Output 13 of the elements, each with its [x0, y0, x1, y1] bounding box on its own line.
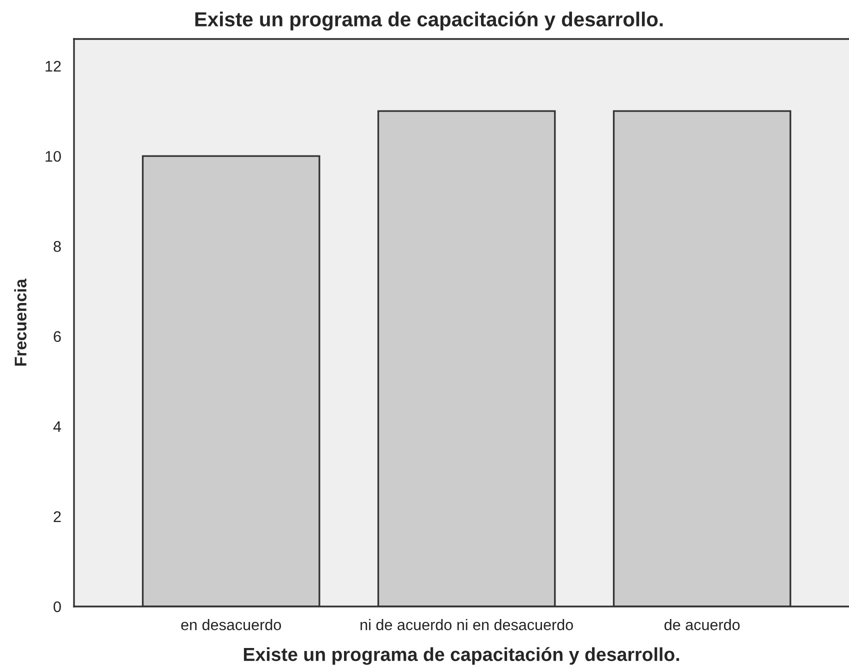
y-tick-label: 4 — [53, 421, 62, 432]
x-tick-label: en desacuerdo — [181, 619, 281, 630]
x-tick-label: ni de acuerdo ni en desacuerdo — [360, 619, 573, 630]
y-tick-label: 6 — [54, 331, 61, 342]
x-tick-label: de acuerdo — [664, 619, 740, 630]
y-tick-label: 12 — [46, 60, 61, 72]
x-axis-title: Existe un programa de capacitación y desarrollo. — [244, 647, 680, 665]
y-tick-label: 10 — [46, 150, 61, 162]
y-tick-label: 2 — [54, 511, 61, 522]
y-tick-label: 8 — [54, 241, 61, 252]
y-tick-label: 0 — [54, 601, 61, 612]
y-axis-title: Frecuencia — [14, 278, 26, 366]
chart-title: Existe un programa de capacitación y desarrollo. — [195, 11, 663, 31]
